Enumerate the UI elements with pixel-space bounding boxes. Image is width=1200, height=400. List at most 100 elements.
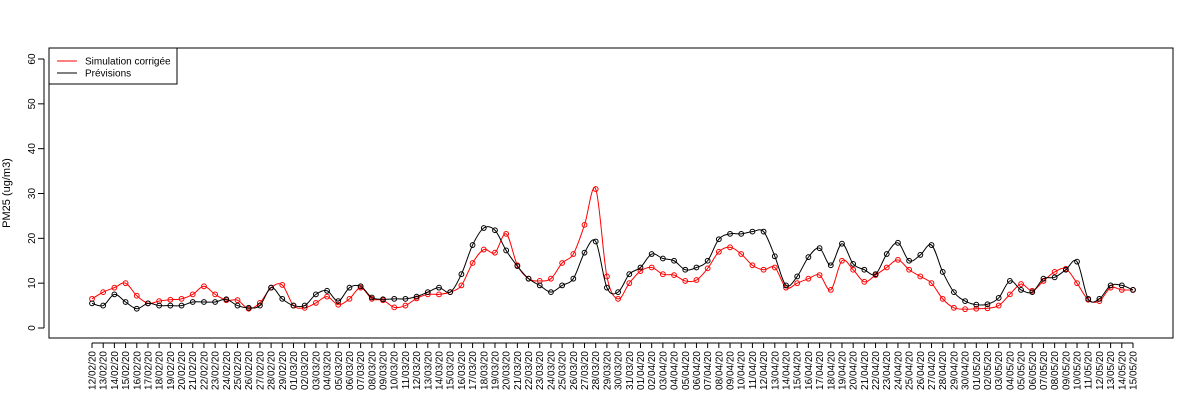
data-point [592, 186, 599, 192]
x-tick-label: 30/04/20 [961, 351, 972, 390]
data-point [548, 289, 554, 296]
x-tick-label: 10/03/20 [390, 351, 401, 390]
data-point [928, 242, 935, 248]
x-tick-label: 02/03/20 [300, 351, 311, 390]
x-tick-label: 14/04/20 [782, 351, 793, 390]
data-point [760, 266, 767, 273]
series-line [91, 187, 1134, 310]
data-point [167, 302, 174, 309]
data-point [827, 286, 834, 293]
data-point [906, 266, 913, 273]
data-point [704, 257, 711, 264]
data-point [380, 296, 386, 303]
y-tick-label: 50 [27, 98, 38, 110]
data-point [424, 289, 431, 296]
x-tick-label: 10/04/20 [737, 351, 748, 390]
data-point [682, 266, 689, 273]
data-point [290, 302, 297, 309]
data-point [1118, 282, 1125, 289]
data-point [895, 239, 901, 246]
data-point [1051, 274, 1058, 281]
data-point [514, 263, 521, 270]
data-point [715, 248, 722, 255]
data-point [1051, 269, 1058, 275]
x-tick-label: 16/03/20 [457, 351, 468, 390]
data-point [906, 257, 913, 264]
x-tick-label: 23/03/20 [535, 351, 546, 390]
x-tick-label: 26/03/20 [569, 351, 580, 390]
data-point [1006, 291, 1013, 298]
data-point [480, 225, 487, 231]
x-tick-label: 08/05/20 [1050, 351, 1061, 390]
x-tick-label: 03/04/20 [658, 351, 669, 390]
data-point [469, 260, 476, 266]
data-point [839, 257, 845, 264]
data-point [816, 272, 823, 279]
series-line [91, 226, 1134, 310]
data-point [872, 271, 879, 278]
data-point [883, 264, 890, 271]
data-point [536, 282, 543, 289]
data-point [335, 301, 342, 308]
legend-label: Prévisions [85, 69, 131, 80]
x-tick-label: 24/02/20 [222, 351, 233, 390]
data-point [827, 262, 834, 269]
y-tick-label: 20 [27, 232, 38, 244]
data-point [704, 265, 711, 272]
x-tick-label: 09/05/20 [1061, 351, 1072, 390]
x-tick-label: 05/04/20 [681, 351, 692, 390]
x-tick-label: 22/04/20 [871, 351, 882, 390]
y-tick-label: 60 [27, 53, 38, 65]
data-point [615, 295, 621, 302]
data-point [335, 298, 342, 305]
data-point [436, 291, 442, 298]
x-tick-label: 14/05/20 [1117, 351, 1128, 390]
data-point [245, 304, 252, 311]
x-tick-label: 24/04/20 [893, 351, 904, 390]
data-point [212, 299, 219, 305]
x-tick-label: 06/03/20 [345, 351, 356, 390]
x-tick-label: 24/03/20 [546, 351, 557, 390]
data-point [234, 302, 241, 309]
data-point [626, 280, 633, 287]
data-point [458, 271, 465, 278]
data-point [312, 291, 319, 298]
data-point [122, 280, 129, 287]
data-point [167, 296, 174, 303]
x-tick-label: 21/04/20 [860, 351, 871, 390]
x-tick-label: 02/05/20 [983, 351, 994, 390]
data-point [133, 292, 140, 299]
data-point [234, 297, 241, 304]
x-tick-label: 12/02/20 [88, 351, 99, 390]
x-axis: 12/02/20 13/02/20 14/02/20 15/02/20 16/02/20… [88, 342, 1140, 390]
x-tick-label: 28/02/20 [267, 351, 278, 390]
data-point [648, 251, 655, 257]
data-point [984, 301, 991, 308]
x-tick-label: 05/03/20 [334, 351, 345, 390]
x-tick-label: 17/03/20 [468, 351, 479, 390]
data-point [727, 244, 733, 251]
data-point [458, 282, 465, 289]
data-point [895, 256, 901, 263]
x-tick-label: 03/05/20 [994, 351, 1005, 390]
x-tick-label: 23/04/20 [882, 351, 893, 390]
data-point [749, 262, 756, 269]
data-point [223, 296, 230, 303]
data-point [111, 291, 118, 298]
x-tick-label: 03/03/20 [311, 351, 322, 390]
data-point [570, 275, 577, 282]
data-point [659, 255, 666, 262]
x-tick-label: 26/02/20 [244, 351, 255, 390]
data-point [615, 289, 621, 296]
data-point [626, 271, 633, 278]
x-tick-label: 07/05/20 [1039, 351, 1050, 390]
x-tick-label: 21/03/20 [513, 351, 524, 390]
x-tick-label: 25/04/20 [905, 351, 916, 390]
data-point [1062, 266, 1069, 273]
data-point [1018, 286, 1024, 293]
data-point [324, 293, 330, 300]
data-point [939, 295, 946, 302]
data-point [659, 271, 666, 278]
data-point [951, 289, 957, 296]
data-point [156, 302, 163, 309]
